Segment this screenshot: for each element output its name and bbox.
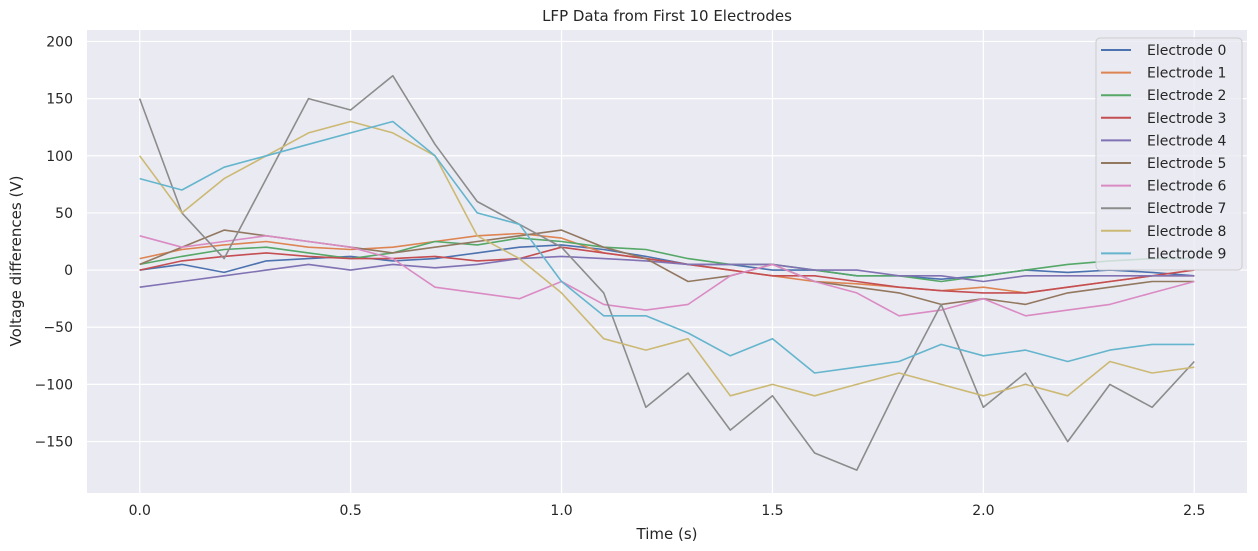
legend-label-electrode-6: Electrode 6 — [1147, 179, 1226, 195]
x-tick-labels: 0.0 0.5 1.0 1.5 2.0 2.5 — [129, 503, 1206, 519]
legend-label-electrode-8: Electrode 8 — [1147, 224, 1226, 240]
series-line-electrode-8 — [139, 120, 1195, 397]
legend-label-electrode-2: Electrode 2 — [1147, 88, 1226, 104]
y-axis-label: Voltage differences (V) — [7, 176, 25, 347]
legend-label-electrode-5: Electrode 5 — [1147, 156, 1226, 172]
legend-label-electrode-0: Electrode 0 — [1147, 43, 1226, 59]
x-axis-label: Time (s) — [636, 525, 698, 543]
x-tick-label: 0.0 — [129, 503, 151, 519]
x-tick-label: 0.5 — [340, 503, 362, 519]
series-line-electrode-4 — [139, 255, 1195, 288]
y-tick-labels: −150 −100 −50 0 50 100 150 200 — [35, 34, 73, 450]
legend-label-electrode-1: Electrode 1 — [1147, 66, 1226, 82]
legend-label-electrode-3: Electrode 3 — [1147, 111, 1226, 127]
legend: Electrode 0 Electrode 1 Electrode 2 Electro… — [1095, 37, 1243, 271]
series-line-electrode-3 — [139, 246, 1195, 294]
x-tick-label: 1.5 — [761, 503, 783, 519]
chart-title: LFP Data from First 10 Electrodes — [542, 7, 792, 25]
series-line-electrode-9 — [139, 120, 1195, 374]
legend-label-electrode-9: Electrode 9 — [1147, 246, 1226, 262]
legend-box — [1095, 37, 1243, 271]
y-tick-label: 0 — [64, 263, 73, 279]
series-layer — [138, 74, 1195, 471]
y-tick-label: −50 — [43, 320, 73, 336]
x-tick-label: 2.0 — [972, 503, 994, 519]
y-tick-label: −150 — [35, 435, 73, 451]
y-tick-label: 150 — [46, 92, 73, 108]
series-line-electrode-6 — [139, 235, 1195, 317]
y-tick-label: 100 — [46, 149, 73, 165]
y-tick-label: 200 — [46, 34, 73, 50]
y-tick-label: −100 — [35, 377, 73, 393]
series-line-electrode-2 — [139, 237, 1195, 283]
series-line-electrode-7 — [138, 74, 1195, 471]
x-tick-label: 1.0 — [550, 503, 572, 519]
legend-label-electrode-4: Electrode 4 — [1147, 133, 1226, 149]
x-tick-label: 2.5 — [1183, 503, 1205, 519]
legend-label-electrode-7: Electrode 7 — [1147, 201, 1226, 217]
y-tick-label: 50 — [55, 206, 73, 222]
